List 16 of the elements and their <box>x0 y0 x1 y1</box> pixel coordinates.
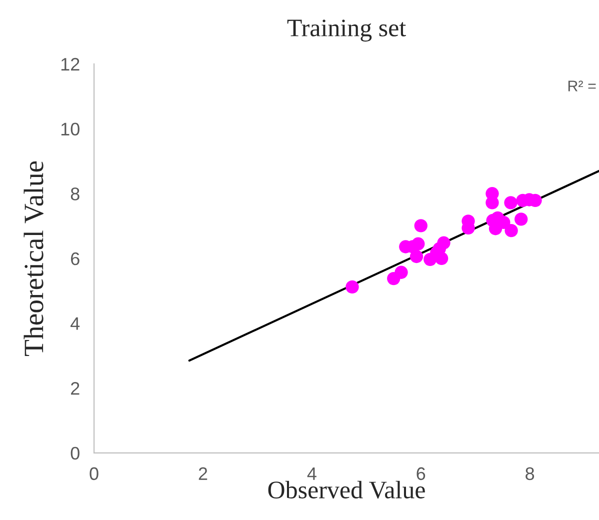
annotation: R² = <box>568 80 596 92</box>
y-tick-label: 12 <box>61 58 80 70</box>
x-tick-label: 8 <box>526 467 534 480</box>
y-tick-label: 10 <box>61 122 80 136</box>
x-tick-label: 6 <box>416 467 426 480</box>
x-tick-label: 2 <box>198 467 208 480</box>
x-tick-label: 4 <box>307 467 316 480</box>
x-tick-label: 0 <box>90 467 98 480</box>
y-tick-label: 8 <box>70 188 80 200</box>
y-axis-title: Theoretical Value <box>24 161 44 356</box>
chart-title: Training set <box>287 20 406 42</box>
x-axis-title: Observed Value <box>268 480 425 499</box>
y-tick-label: 2 <box>71 382 80 395</box>
y-tick-label: 4 <box>70 317 80 330</box>
y-tick-label: 6 <box>71 252 80 266</box>
y-tick-label: 0 <box>70 446 80 460</box>
